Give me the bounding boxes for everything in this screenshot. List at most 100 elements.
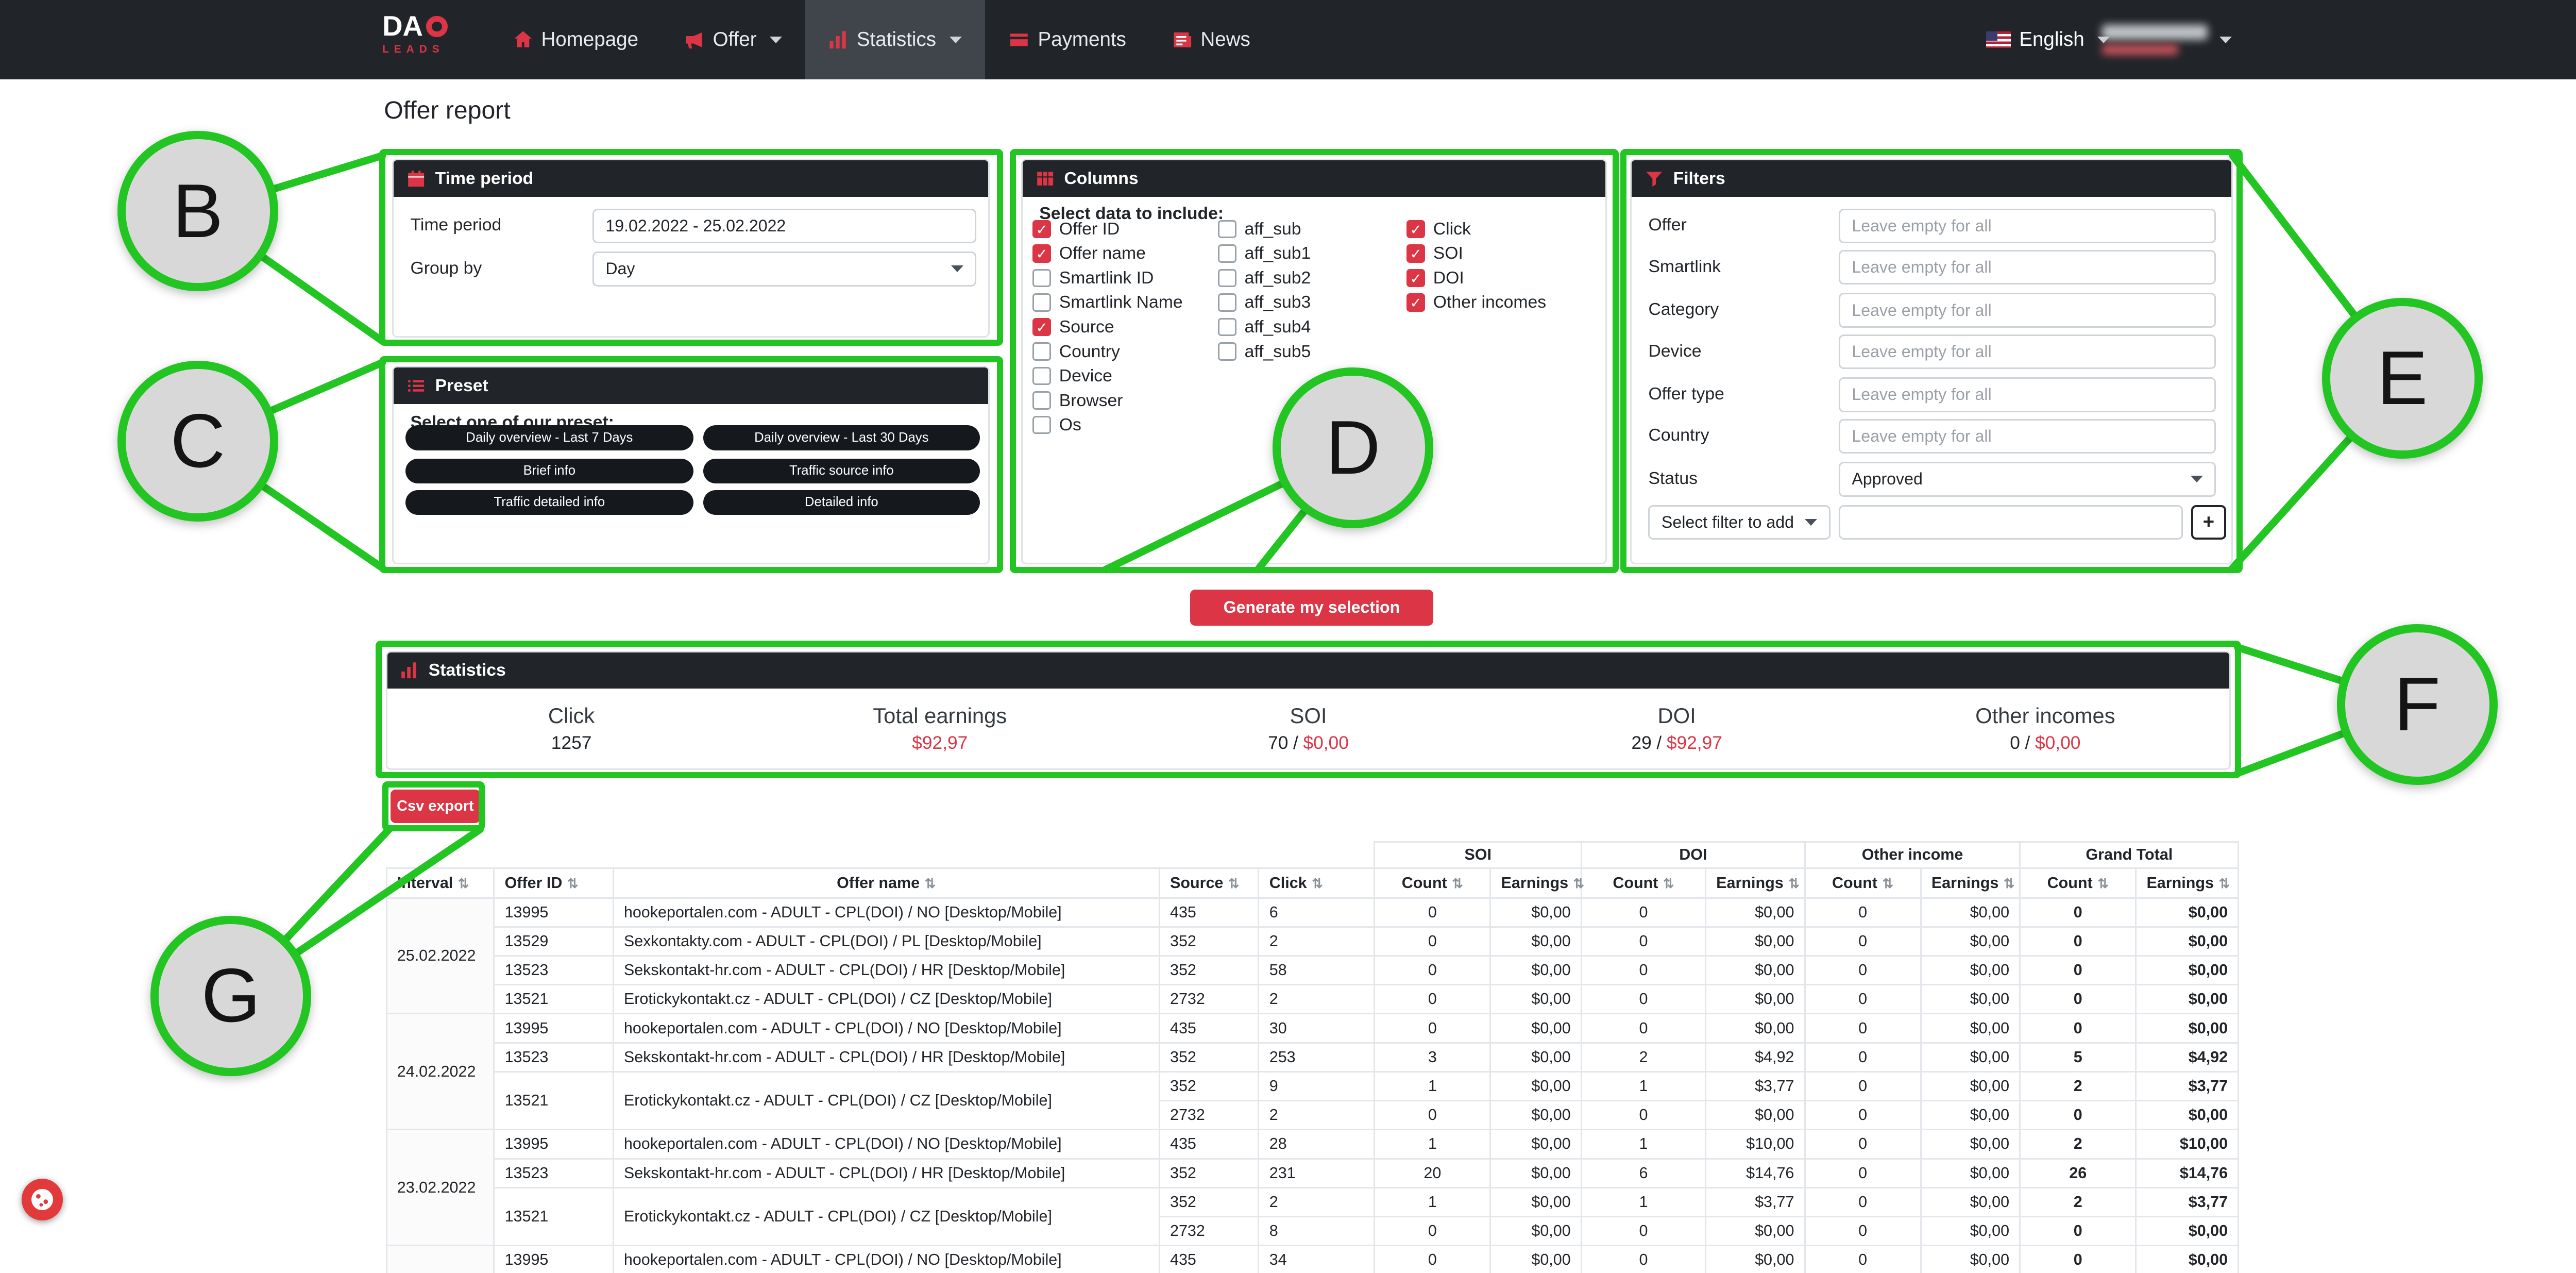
add-filter-select[interactable]: Select filter to add — [1648, 505, 1831, 540]
sort-icon: ⇅ — [1452, 876, 1463, 891]
checkbox-offer-id[interactable]: Offer ID — [1032, 219, 1182, 239]
filter-country-input[interactable] — [1838, 418, 2216, 454]
sort-icon: ⇅ — [1312, 876, 1323, 891]
checkbox-icon — [1218, 244, 1236, 263]
time-period-input[interactable] — [592, 208, 977, 243]
generate-button[interactable]: Generate my selection — [1190, 589, 1434, 626]
cell-oi-count: 0 — [1804, 1186, 1922, 1217]
cookie-icon — [31, 1188, 53, 1211]
preset-brief-info-button[interactable]: Brief info — [405, 458, 693, 483]
cell-soi-earnings: $0,00 — [1489, 897, 1582, 928]
col-doi-count[interactable]: Count ⇅ — [1580, 867, 1706, 899]
user-menu[interactable] — [2102, 0, 2232, 79]
checkbox-aff-sub1[interactable]: aff_sub1 — [1218, 243, 1311, 263]
filter-offer-input[interactable] — [1838, 208, 2216, 243]
checkbox-aff-sub[interactable]: aff_sub — [1218, 219, 1311, 239]
checkbox-os[interactable]: Os — [1032, 415, 1182, 434]
checkbox-aff-sub4[interactable]: aff_sub4 — [1218, 317, 1311, 337]
add-filter-button[interactable]: + — [2191, 505, 2226, 540]
col-soi-count[interactable]: Count ⇅ — [1374, 867, 1492, 899]
main-nav: Homepage Offer Statistics Payments News — [490, 0, 1274, 80]
nav-homepage[interactable]: Homepage — [490, 0, 662, 79]
preset-traffic-detailed-button[interactable]: Traffic detailed info — [405, 490, 693, 515]
cell-doi-earnings: $0,00 — [1704, 926, 1806, 957]
filter-row-add: Select filter to add + — [1632, 505, 2231, 540]
nav-payments[interactable]: Payments — [985, 0, 1149, 79]
col-click[interactable]: Click ⇅ — [1258, 867, 1376, 899]
filter-device-input[interactable] — [1838, 334, 2216, 370]
col-source[interactable]: Source ⇅ — [1158, 867, 1260, 899]
cell-oi-count: 0 — [1804, 926, 1922, 957]
group-header-other-income: Other income — [1804, 841, 2021, 869]
checkbox-aff-sub5[interactable]: aff_sub5 — [1218, 342, 1311, 361]
cell-soi-earnings: $0,00 — [1489, 1245, 1582, 1273]
table-row: 13521 Erotickykontakt.cz - ADULT - CPL(D… — [386, 1186, 2240, 1247]
cell-gt-earnings: $10,00 — [2135, 1129, 2240, 1160]
cell-offer-name: hookeportalen.com - ADULT - CPL(DOI) / N… — [612, 1013, 1160, 1044]
checkbox-aff-sub3[interactable]: aff_sub3 — [1218, 292, 1311, 312]
preset-traffic-source-button[interactable]: Traffic source info — [703, 458, 980, 483]
status-select[interactable]: Approved — [1838, 462, 2216, 497]
cell-gt-count: 5 — [2019, 1042, 2137, 1073]
col-gt-count[interactable]: Count ⇅ — [2019, 867, 2137, 899]
brand-text: DA — [382, 10, 423, 42]
checkbox-other-incomes[interactable]: Other incomes — [1406, 292, 1546, 312]
checkbox-doi[interactable]: DOI — [1406, 267, 1546, 288]
checkbox-icon — [1032, 317, 1051, 337]
checkbox-smartlink-name[interactable]: Smartlink Name — [1032, 292, 1183, 312]
filter-smartlink-input[interactable] — [1838, 249, 2216, 285]
filter-category-input[interactable] — [1838, 293, 2216, 328]
col-offer-name[interactable]: Offer name ⇅ — [612, 867, 1160, 899]
cell-click: 34 — [1258, 1245, 1376, 1273]
col-soi-earnings[interactable]: Earnings ⇅ — [1489, 867, 1584, 899]
col-offer-id[interactable]: Offer ID ⇅ — [493, 867, 614, 899]
table-row: 13521 Erotickykontakt.cz - ADULT - CPL(D… — [386, 984, 2240, 1015]
checkbox-aff-sub2[interactable]: aff_sub2 — [1218, 268, 1311, 288]
col-oi-count[interactable]: Count ⇅ — [1804, 867, 1922, 899]
language-selector[interactable]: English — [1986, 0, 2110, 79]
checkbox-country[interactable]: Country — [1032, 342, 1182, 361]
cell-gt-count: 0 — [2019, 955, 2137, 986]
checkbox-label: Source — [1059, 317, 1114, 337]
group-by-row: Group by Day — [394, 252, 988, 287]
col-gt-earnings[interactable]: Earnings ⇅ — [2135, 867, 2240, 899]
group-by-select[interactable]: Day — [592, 252, 977, 287]
cell-oi-count: 0 — [1804, 897, 1922, 928]
brand-logo[interactable]: DA LEADS — [382, 11, 448, 55]
col-doi-earnings[interactable]: Earnings ⇅ — [1704, 867, 1806, 899]
checkbox-label: DOI — [1433, 267, 1464, 288]
nav-news[interactable]: News — [1149, 0, 1274, 79]
cell-click: 2 — [1258, 1100, 1376, 1131]
checkbox-browser[interactable]: Browser — [1032, 391, 1182, 410]
checkbox-device[interactable]: Device — [1032, 366, 1182, 386]
filter-offer-type-input[interactable] — [1838, 377, 2216, 412]
caret-down-icon — [2190, 476, 2203, 483]
col-interval[interactable]: Interval ⇅ — [385, 867, 495, 899]
add-filter-input[interactable] — [1838, 505, 2183, 540]
list-icon — [407, 377, 425, 395]
table-row: 13995 hookeportalen.com - ADULT - CPL(DO… — [385, 1245, 2240, 1273]
checkbox-soi[interactable]: SOI — [1406, 243, 1546, 263]
nav-statistics[interactable]: Statistics — [805, 0, 985, 80]
cookie-widget-button[interactable] — [21, 1179, 63, 1220]
csv-export-button[interactable]: Csv export — [391, 790, 480, 823]
preset-detailed-info-button[interactable]: Detailed info — [703, 490, 980, 515]
preset-daily-30-button[interactable]: Daily overview - Last 30 Days — [703, 425, 980, 450]
cell-gt-count: 26 — [2019, 1158, 2137, 1188]
group-header-soi: SOI — [1374, 841, 1582, 869]
table-grid-icon — [1036, 170, 1054, 188]
checkbox-offer-name[interactable]: Offer name — [1032, 243, 1182, 263]
preset-daily-7-button[interactable]: Daily overview - Last 7 Days — [405, 425, 693, 450]
checkbox-click[interactable]: Click — [1406, 219, 1546, 239]
nav-label: News — [1200, 28, 1250, 51]
cell-oi-earnings: $0,00 — [1920, 984, 2021, 1015]
checkbox-source[interactable]: Source — [1032, 317, 1182, 337]
filter-label: Offer type — [1648, 384, 1724, 404]
filter-row-category: Category — [1632, 293, 2231, 328]
cell-oi-count: 0 — [1804, 1129, 1922, 1160]
checkbox-smartlink-id[interactable]: Smartlink ID — [1032, 268, 1182, 288]
checkbox-icon — [1032, 342, 1051, 361]
nav-offer[interactable]: Offer — [662, 0, 805, 79]
col-oi-earnings[interactable]: Earnings ⇅ — [1920, 867, 2021, 899]
cell-soi-count: 0 — [1374, 926, 1492, 957]
